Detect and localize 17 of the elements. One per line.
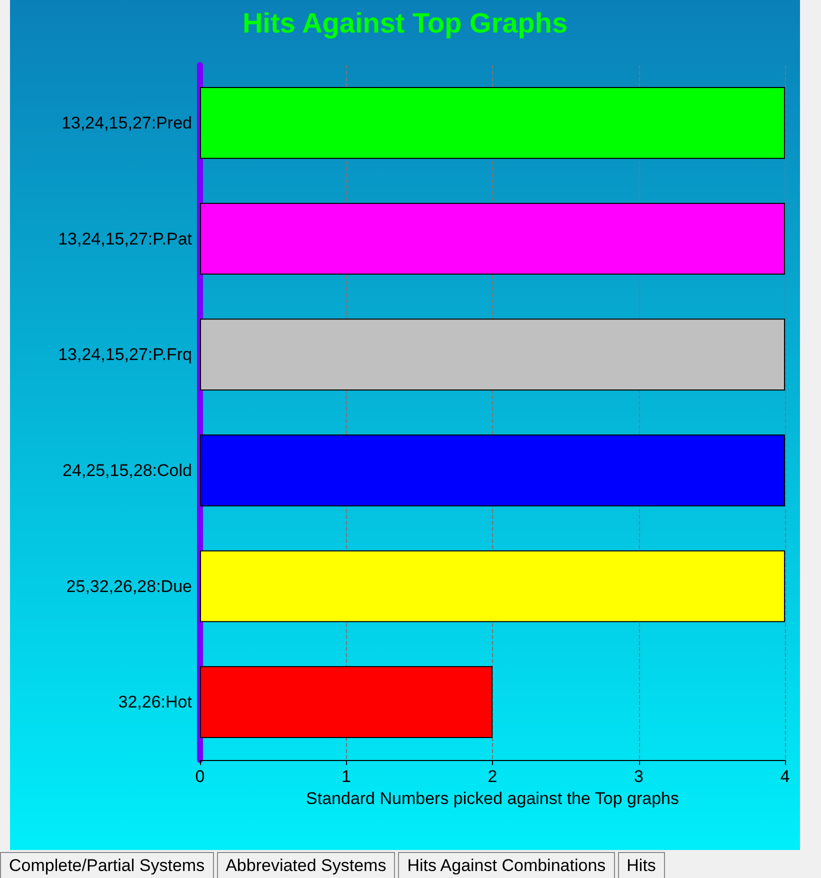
text: Hits Against Combinations [398, 852, 615, 878]
chart-title: Hits Against Top Graphs [242, 8, 568, 38]
x-tick-label: 3 [634, 767, 644, 786]
y-tick-label: 13,24,15,27:Pred [62, 113, 192, 132]
text: Complete/Partial Systems [0, 852, 214, 878]
x-tick-label: 0 [195, 767, 205, 786]
x-tick-label: 4 [780, 767, 790, 786]
y-tick-label: 25,32,26,28:Due [66, 576, 192, 596]
x-tick-label: 1 [342, 767, 351, 786]
x-tick-label: 2 [488, 767, 498, 786]
y-tick-label: 13,24,15,27:P.Pat [58, 229, 192, 248]
y-tick-label: 32,26:Hot [118, 692, 192, 712]
text: Hits [618, 852, 665, 878]
x-axis-title: Standard Numbers picked against the Top graphs [306, 789, 679, 808]
y-tick-label: 24,25,15,28:Cold [62, 460, 192, 480]
text: Abbreviated Systems [216, 852, 396, 878]
y-tick-label: 13,24,15,27:P.Frq [58, 345, 192, 364]
